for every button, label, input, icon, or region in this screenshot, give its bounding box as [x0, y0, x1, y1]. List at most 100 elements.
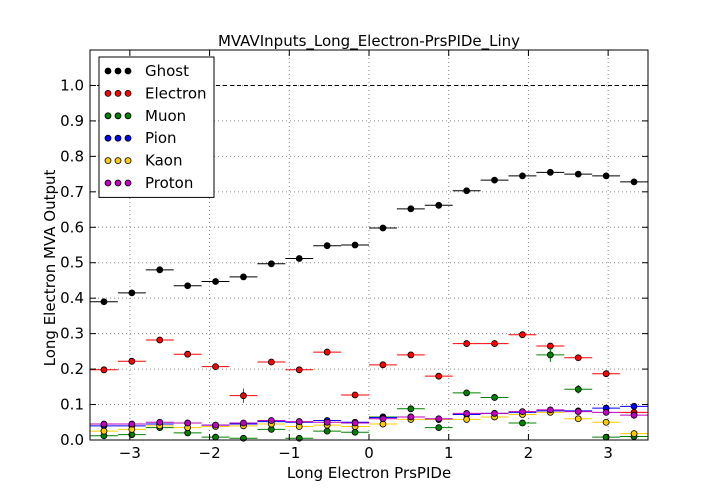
series-ghost — [90, 168, 648, 306]
point-proton-0 — [100, 420, 108, 428]
point-electron-0 — [100, 366, 108, 374]
point-ghost-7 — [295, 255, 303, 262]
point-proton-2 — [156, 418, 164, 426]
point-electron-13 — [463, 340, 471, 347]
point-ghost-9 — [351, 241, 359, 249]
point-ghost-19 — [630, 178, 638, 186]
point-proton-17 — [574, 408, 582, 416]
point-electron-12 — [435, 372, 443, 380]
point-muon-11 — [407, 405, 415, 413]
point-electron-14 — [491, 340, 498, 347]
point-proton-12 — [435, 415, 443, 423]
legend-marker-electron-2 — [124, 90, 132, 97]
point-ghost-6 — [267, 260, 275, 268]
point-ghost-1 — [128, 289, 136, 297]
legend-marker-ghost-1 — [114, 67, 122, 75]
legend-label-ghost: Ghost — [145, 62, 189, 80]
x-tick-label-0: −3 — [119, 444, 141, 462]
point-proton-11 — [407, 413, 415, 421]
point-electron-17 — [574, 354, 582, 362]
point-ghost-11 — [407, 205, 415, 213]
legend-marker-ghost-2 — [124, 67, 132, 75]
legend-marker-muon-1 — [114, 112, 122, 120]
point-electron-8 — [323, 348, 331, 356]
point-proton-18 — [602, 408, 610, 416]
point-muon-13 — [463, 389, 471, 397]
y-tick-label-8: 0.8 — [60, 147, 84, 165]
axis-ticks: −3 −2 −1 0 1 2 3 0.0 0.1 0.2 0.3 0.4 0.5 0.6 0.7 0.8 0.9… — [60, 50, 648, 462]
y-tick-label-3: 0.3 — [60, 325, 84, 343]
legend-marker-proton-1 — [114, 179, 122, 187]
y-tick-label-0: 0.0 — [60, 431, 84, 449]
legend-marker-ghost-0 — [104, 67, 112, 75]
x-tick-label-6: 3 — [603, 444, 613, 462]
point-proton-7 — [295, 418, 303, 425]
legend-marker-proton-2 — [124, 179, 132, 187]
point-proton-3 — [184, 419, 192, 427]
point-proton-15 — [519, 408, 526, 416]
point-electron-1 — [128, 357, 136, 365]
legend: Ghost Electron Muon Pion Kaon Proton — [98, 56, 215, 198]
y-tick-label-6: 0.6 — [60, 218, 84, 236]
point-ghost-14 — [491, 176, 498, 184]
point-muon-12 — [435, 424, 443, 431]
legend-marker-proton-0 — [104, 179, 112, 187]
y-tick-label-4: 0.4 — [60, 289, 84, 307]
legend-marker-electron-0 — [104, 90, 112, 97]
y-tick-label-7: 0.7 — [60, 183, 84, 201]
x-tick-label-2: −1 — [278, 444, 300, 462]
point-ghost-5 — [240, 273, 247, 281]
point-ghost-17 — [574, 170, 582, 178]
y-axis-label: Long Electron MVA Output — [41, 170, 59, 367]
point-ghost-16 — [546, 168, 554, 176]
point-proton-14 — [491, 410, 498, 417]
point-ghost-13 — [463, 187, 471, 195]
point-kaon-18 — [602, 418, 610, 426]
legend-marker-kaon-2 — [124, 157, 132, 165]
legend-label-kaon: Kaon — [145, 152, 182, 170]
legend-marker-pion-0 — [104, 134, 112, 142]
point-muon-8 — [323, 427, 331, 435]
legend-label-pion: Pion — [145, 129, 177, 147]
point-muon-4 — [212, 433, 219, 441]
point-electron-4 — [212, 363, 219, 371]
x-tick-label-4: 1 — [444, 444, 454, 462]
point-electron-3 — [184, 350, 192, 358]
point-proton-1 — [128, 420, 136, 428]
y-tick-label-10: 1.0 — [60, 76, 84, 94]
point-kaon-0 — [100, 427, 108, 435]
legend-marker-electron-1 — [114, 90, 122, 97]
legend-marker-kaon-0 — [104, 157, 112, 165]
point-electron-15 — [519, 331, 526, 339]
legend-marker-muon-0 — [104, 112, 112, 120]
y-tick-label-1: 0.1 — [60, 396, 84, 414]
point-electron-5 — [240, 392, 247, 400]
point-electron-10 — [379, 361, 387, 369]
point-ghost-4 — [212, 278, 219, 285]
point-muon-16 — [546, 351, 554, 359]
y-tick-label-5: 0.5 — [60, 254, 84, 272]
chart-title: MVAVInputs_Long_Electron-PrsPIDe_Liny — [218, 32, 520, 51]
point-ghost-12 — [435, 201, 443, 209]
point-muon-9 — [351, 428, 359, 436]
x-tick-label-3: 0 — [364, 444, 374, 462]
legend-marker-pion-2 — [124, 134, 132, 142]
point-kaon-17 — [574, 415, 582, 423]
point-proton-8 — [323, 418, 331, 426]
point-muon-15 — [519, 419, 526, 427]
point-ghost-15 — [519, 172, 526, 180]
point-kaon-19 — [630, 430, 638, 438]
y-tick-label-2: 0.2 — [60, 360, 84, 378]
series-pion — [90, 402, 648, 430]
point-kaon-13 — [463, 416, 471, 423]
point-electron-2 — [156, 336, 164, 344]
point-pion-19 — [630, 402, 638, 410]
point-ghost-2 — [156, 266, 164, 274]
point-proton-5 — [240, 419, 247, 427]
point-proton-16 — [546, 406, 554, 414]
point-electron-18 — [602, 370, 610, 378]
point-electron-7 — [295, 366, 303, 374]
legend-label-muon: Muon — [145, 107, 186, 125]
legend-marker-kaon-1 — [114, 157, 122, 165]
